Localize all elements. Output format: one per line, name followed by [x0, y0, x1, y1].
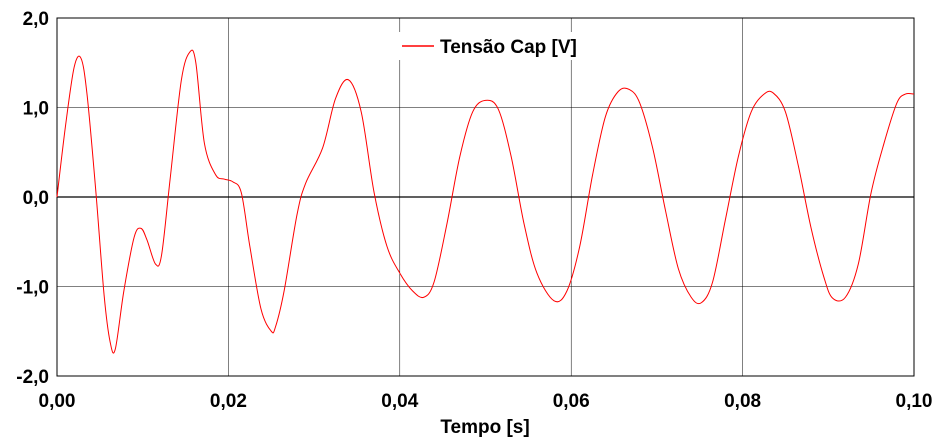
- y-tick-label: 2,0: [23, 9, 49, 30]
- x-tick-label: 0,04: [381, 391, 418, 412]
- x-axis-label: Tempo [s]: [440, 417, 529, 438]
- y-tick-label: 0,0: [23, 188, 49, 209]
- legend-label: Tensão Cap [V]: [440, 37, 577, 58]
- x-tick-label: 0,00: [39, 391, 76, 412]
- legend: Tensão Cap [V]: [396, 32, 624, 60]
- x-tick-label: 0,02: [210, 391, 247, 412]
- x-tick-label: 0,08: [724, 391, 761, 412]
- series-line: [56, 49, 915, 354]
- x-tick-label: 0,10: [896, 391, 933, 412]
- x-axis-ticks: 0,00 0,02 0,04 0,06 0,08 0,10: [39, 391, 933, 412]
- x-tick-label: 0,06: [553, 391, 590, 412]
- y-tick-label: -1,0: [16, 278, 49, 299]
- y-tick-label: -2,0: [16, 367, 49, 388]
- series-layer: [56, 49, 915, 354]
- y-tick-label: 1,0: [23, 99, 49, 120]
- y-axis-ticks: 2,0 1,0 0,0 -1,0 -2,0: [16, 9, 49, 388]
